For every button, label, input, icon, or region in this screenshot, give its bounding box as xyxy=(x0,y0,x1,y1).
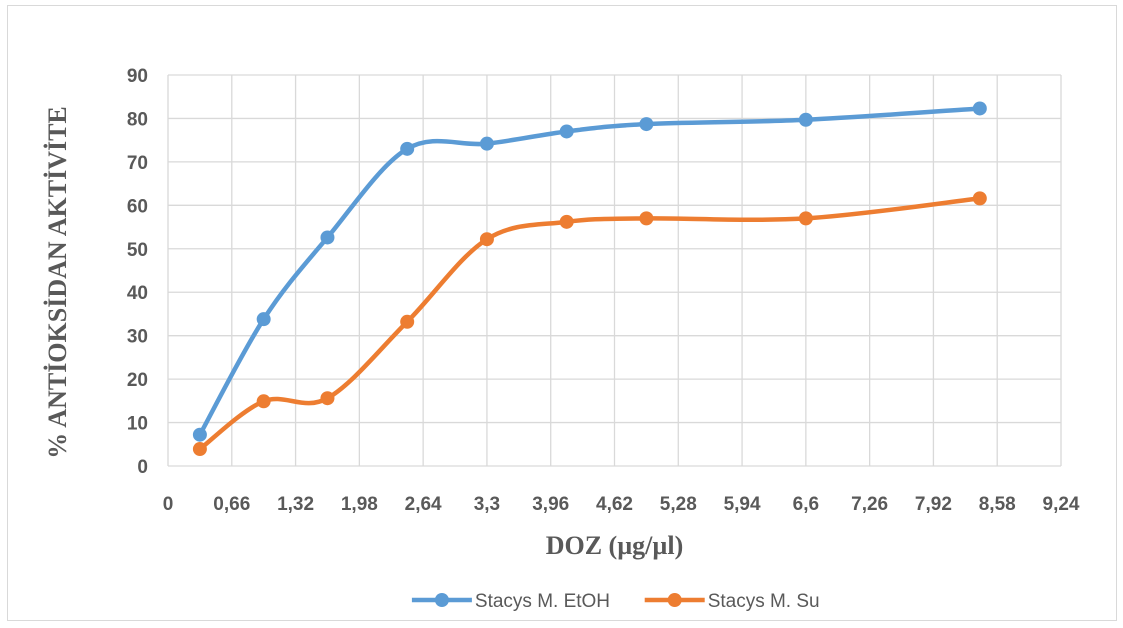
x-tick-label: 7,92 xyxy=(915,494,952,515)
x-tick-label: 8,58 xyxy=(979,494,1016,515)
x-axis-ticks: 0 0,66 1,32 1,98 2,64 3,3 3,96 4,62 5,28 5,94 6,6 7… xyxy=(163,494,1080,515)
x-tick-label: 0 xyxy=(163,494,174,515)
x-axis-title: DOZ (µg/µl) xyxy=(546,531,684,560)
data-point xyxy=(400,141,415,156)
x-tick-label: 0,66 xyxy=(213,494,250,515)
data-point xyxy=(192,427,207,442)
y-axis-ticks: 0 10 20 30 40 50 60 70 80 90 xyxy=(127,66,148,478)
x-tick-label: 9,24 xyxy=(1043,494,1080,515)
x-tick-label: 4,62 xyxy=(596,494,633,515)
data-point xyxy=(972,191,987,206)
x-tick-label: 1,98 xyxy=(341,494,378,515)
y-tick-label: 80 xyxy=(127,109,148,130)
data-point xyxy=(256,312,271,327)
data-point xyxy=(320,230,335,245)
legend-marker xyxy=(434,593,449,607)
x-tick-label: 7,26 xyxy=(851,494,888,515)
series-1 xyxy=(192,101,987,442)
data-point xyxy=(479,136,494,151)
data-point xyxy=(798,112,813,127)
y-tick-label: 70 xyxy=(127,153,148,174)
data-point xyxy=(639,211,654,226)
x-tick-label: 5,28 xyxy=(660,494,697,515)
data-point xyxy=(400,314,415,329)
data-point xyxy=(320,391,335,406)
y-tick-label: 0 xyxy=(137,457,148,478)
data-point xyxy=(798,211,813,226)
data-point xyxy=(192,442,207,457)
legend-label: Stacys M. Su xyxy=(708,591,820,612)
data-point xyxy=(479,232,494,247)
y-tick-label: 20 xyxy=(127,370,148,391)
x-tick-label: 1,32 xyxy=(277,494,314,515)
data-point xyxy=(559,124,574,139)
x-tick-label: 3,96 xyxy=(532,494,569,515)
legend-marker xyxy=(667,593,682,607)
legend-item-1: Stacys M. EtOH xyxy=(411,591,610,612)
data-point xyxy=(559,214,574,229)
legend-label: Stacys M. EtOH xyxy=(475,591,610,612)
series-line xyxy=(197,106,983,437)
x-tick-label: 6,6 xyxy=(793,494,819,515)
legend: Stacys M. EtOH Stacys M. Su xyxy=(411,591,820,612)
legend-item-2: Stacys M. Su xyxy=(644,591,820,612)
y-tick-label: 10 xyxy=(127,414,148,435)
y-tick-label: 40 xyxy=(127,283,148,304)
x-tick-label: 2,64 xyxy=(405,494,442,515)
data-point xyxy=(639,117,654,132)
series-2 xyxy=(192,191,987,457)
y-tick-label: 90 xyxy=(127,66,148,87)
data-point xyxy=(256,394,271,409)
line-chart: 0 0,66 1,32 1,98 2,64 3,3 3,96 4,62 5,28 5,94 6,6 7… xyxy=(43,66,1080,612)
x-tick-label: 5,94 xyxy=(724,494,761,515)
chart-area: 0 0,66 1,32 1,98 2,64 3,3 3,96 4,62 5,28 5,94 6,6 7… xyxy=(7,5,1117,621)
x-tick-label: 3,3 xyxy=(474,494,500,515)
series-line xyxy=(197,196,983,452)
y-tick-label: 30 xyxy=(127,327,148,348)
data-point xyxy=(972,101,987,116)
y-tick-label: 60 xyxy=(127,196,148,217)
y-axis-title: % ANTİOKSİDAN AKTİVİTE xyxy=(43,106,72,459)
y-tick-label: 50 xyxy=(127,240,148,261)
series-group xyxy=(192,101,987,457)
